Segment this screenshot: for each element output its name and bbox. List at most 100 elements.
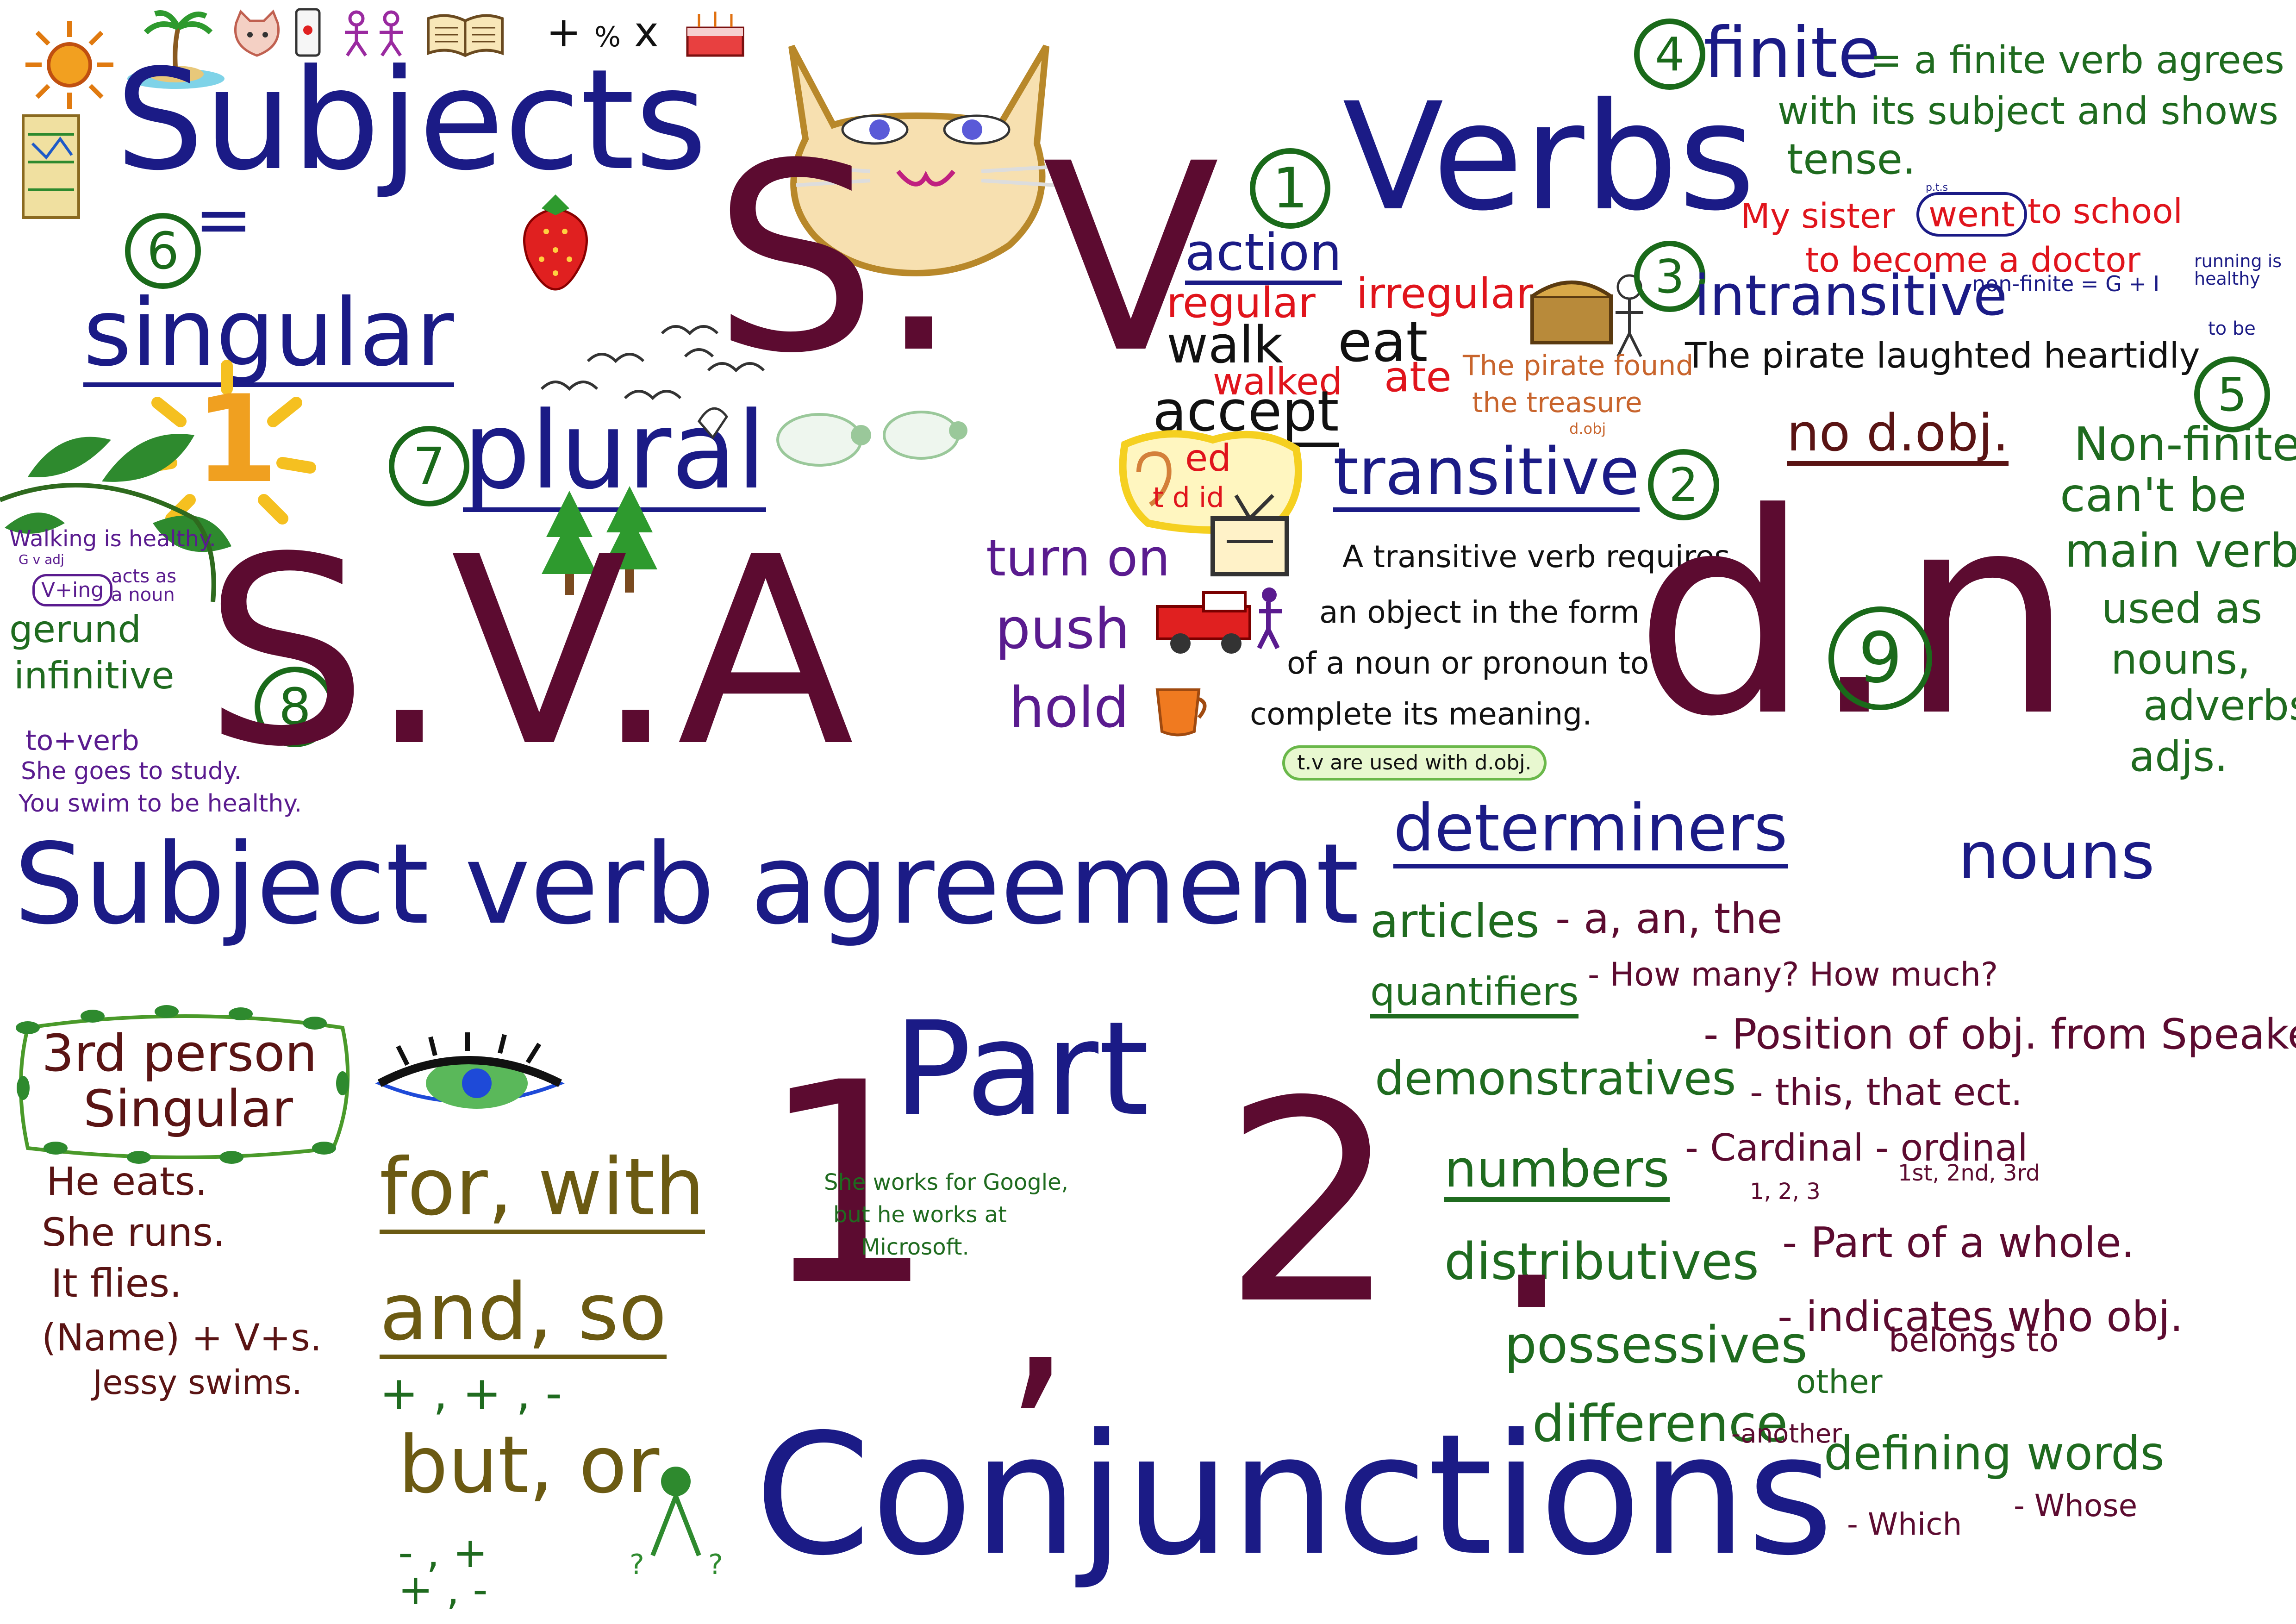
finite-example-went: went (1916, 192, 2027, 237)
phrasal-verb-hold: hold (1009, 676, 1129, 740)
dobj-mark: d.obj (1569, 420, 1606, 437)
used-as-line1: used as (2102, 584, 2263, 633)
for-with-label: for, with (380, 1142, 705, 1234)
possessives-label: possessives (1504, 1315, 1808, 1374)
determiners-label: determiners (1393, 796, 1788, 868)
nonfinite-formula: non-finite = G + I (1972, 271, 2160, 296)
math-symbols-icon: + % x (546, 8, 659, 56)
and-so-label: and, so (380, 1267, 667, 1359)
transitive-def-line4: complete its meaning. (1250, 696, 1592, 732)
phrasal-verb-push: push (995, 597, 1130, 662)
cat-face-icon (788, 44, 1056, 277)
third-person-example-3: It flies. (51, 1261, 182, 1306)
other-label: other (1796, 1363, 1883, 1401)
third-person-title-1: 3rd person (42, 1024, 318, 1083)
eye-icon (375, 1032, 565, 1109)
svg-text:?: ? (630, 1549, 644, 1581)
tv-icon (1210, 494, 1289, 576)
part-dot: . (1491, 1067, 1573, 1368)
finite-example-b: to school (2028, 192, 2183, 231)
third-person-example-2: She runs. (42, 1210, 225, 1255)
articles-label: articles (1370, 894, 1540, 948)
person-icon: ? ? (630, 1467, 723, 1581)
transitive-def-line2: an object in the form (1319, 594, 1640, 630)
part-label: Part (893, 994, 1149, 1145)
finite-example-line2: to become a doctor (1805, 240, 2140, 280)
book-icon (427, 14, 504, 57)
ordinal-example: 1st, 2nd, 3rd (1898, 1160, 2040, 1186)
used-as-line2: nouns, (2111, 635, 2251, 684)
third-person-example-4: (Name) + V+s. (42, 1316, 322, 1359)
part-number-2: 2 (1222, 1042, 1399, 1365)
demonstratives-def: - Position of obj. from Speaker. (1703, 1010, 2296, 1059)
demonstratives-example: - this, that ect. (1750, 1071, 2023, 1114)
conjunction-example-2: but he works at (833, 1202, 1007, 1228)
to-verb-label: to+verb (25, 725, 139, 757)
used-as-line3: adverbs, (2143, 681, 2296, 730)
part-comma: , (1004, 1186, 1073, 1434)
quantifiers-def: - How many? How much? (1588, 956, 1998, 993)
number-4-badge: 4 (1634, 19, 1705, 90)
finite-example-a: My sister (1741, 196, 1895, 236)
which-label: - Which (1847, 1506, 1962, 1542)
transitive-def-line3: of a noun or pronoun to (1287, 645, 1649, 681)
trees-icon (542, 486, 657, 595)
possessives-def: - indicates who obj. (1778, 1293, 2184, 1341)
defining-words-label: defining words (1824, 1426, 2165, 1480)
gerund-label: gerund (9, 608, 142, 651)
equals-mark: = (194, 180, 253, 260)
ear-icon (1119, 430, 1302, 534)
sv-heading: S. V (713, 108, 1220, 410)
numbers-label: numbers (1444, 1143, 1670, 1202)
island-icon (127, 10, 225, 89)
ed-sounds: t d id (1153, 481, 1224, 514)
possessives-def2: belongs to (1889, 1321, 2059, 1359)
number-9-badge: 9 (1828, 606, 1932, 710)
subject-verb-agreement-heading: Subject verb agreement (14, 819, 1360, 949)
pirate-example-line2: the treasure (1472, 387, 1642, 419)
transitive-def-line1: A transitive verb requires (1342, 539, 1730, 575)
singular-number: 1 (194, 370, 278, 510)
bird-icon (697, 407, 729, 440)
third-person-title-2: Singular (83, 1079, 293, 1138)
numbers-def: - Cardinal - ordinal (1685, 1126, 2028, 1169)
treasure-chest-icon (1530, 274, 1643, 357)
vting-label: V+ing (32, 574, 113, 606)
people-icon (345, 10, 403, 56)
gerund-marks: G v adj (19, 552, 64, 567)
infinitive-example-1: She goes to study. (21, 757, 242, 785)
no-dobj-label: no d.obj. (1787, 407, 2009, 466)
nonfinite-title: Non-finite (2074, 417, 2296, 471)
nonfinite-line2: can't be (2060, 468, 2247, 522)
walked-label: walked (1213, 360, 1343, 403)
punct-marks-3: + , - (398, 1566, 488, 1614)
demonstratives-label: demonstratives (1375, 1051, 1736, 1106)
number-7-badge: 7 (389, 426, 469, 506)
strawberry-icon (523, 194, 588, 291)
ed-label: ed (1185, 437, 1231, 480)
punct-marks-1: + , + , - (380, 1366, 562, 1420)
cat-small-icon (234, 9, 280, 57)
part-number-1: 1 (759, 1023, 936, 1347)
finite-def-line1: = a finite verb agrees (1870, 38, 2284, 82)
map-icon (22, 114, 80, 219)
nonfinite-line3: main verb (2065, 524, 2296, 578)
sva-heading: S.V.A (204, 502, 855, 804)
eat-label: eat (1338, 310, 1428, 375)
tv-banner: t.v are used with d.obj. (1282, 745, 1547, 781)
running-example: running is healthy (2194, 251, 2282, 289)
intransitive-label: intransitive (1694, 264, 2008, 328)
finite-def-line2: with its subject and shows (1778, 89, 2279, 133)
sheep-icon (776, 411, 967, 467)
infinitive-label: infinitive (14, 654, 175, 697)
conjunction-example-3: Microsoft. (861, 1234, 969, 1260)
infinitive-example-2: You swim to be healthy. (19, 790, 302, 818)
verbs-heading: Verbs (1342, 71, 1756, 244)
subjects-heading: Subjects (116, 39, 707, 201)
articles-def: - a, an, the (1555, 894, 1783, 943)
action-label: action (1185, 227, 1342, 285)
distributives-label: distributives (1444, 1232, 1759, 1291)
third-person-example-1: He eats. (46, 1159, 208, 1204)
nouns-label: nouns (1958, 818, 2155, 894)
phrasal-verb-turn-on: turn on (986, 528, 1170, 587)
